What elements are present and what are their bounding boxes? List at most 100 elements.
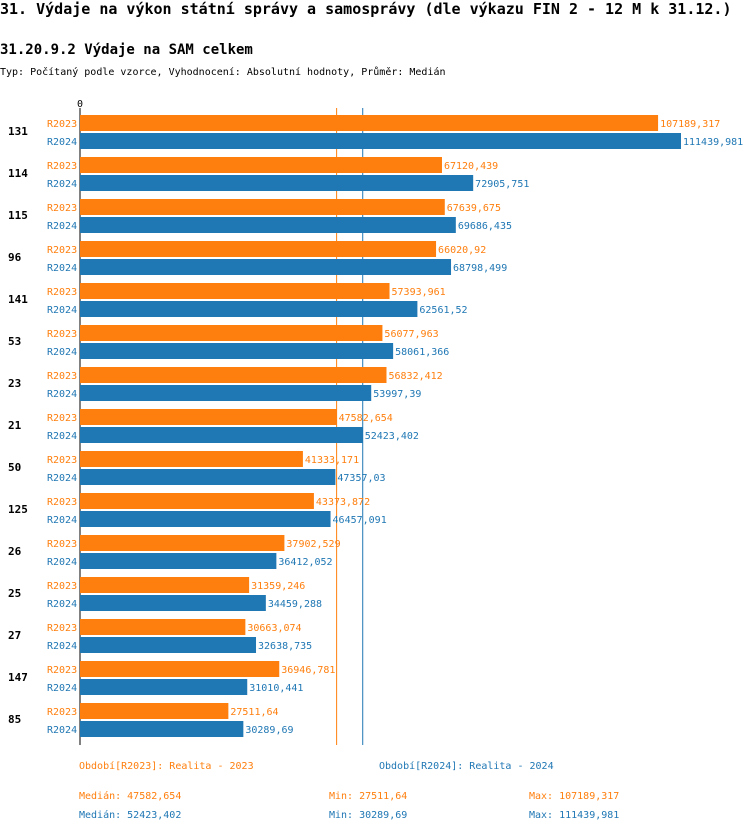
data-label-r2023: 107189,317 [660, 119, 720, 130]
data-label-r2023: 67120,439 [444, 161, 498, 172]
bar-r2023 [80, 115, 659, 131]
series-label-r2023: R2023 [47, 581, 77, 592]
series-label-r2024: R2024 [47, 389, 77, 400]
category-label: 125 [8, 503, 28, 516]
series-label-r2023: R2023 [47, 287, 77, 298]
series-label-r2024: R2024 [47, 263, 77, 274]
axis-zero-label: 0 [77, 99, 83, 110]
series-label-r2023: R2023 [47, 707, 77, 718]
bar-r2024 [80, 175, 474, 191]
bar-r2023 [80, 493, 314, 509]
data-label-r2023: 36946,781 [281, 665, 335, 676]
bar-r2024 [80, 679, 248, 695]
series-label-r2023: R2023 [47, 329, 77, 340]
bar-r2024 [80, 427, 363, 443]
series-label-r2024: R2024 [47, 515, 77, 526]
category-label: 147 [8, 671, 28, 684]
bar-r2024 [80, 217, 456, 233]
data-label-r2023: 67639,675 [447, 203, 501, 214]
category-label: 85 [8, 713, 21, 726]
legend-median-r2024: Medián: 52423,402 [79, 810, 182, 821]
bar-r2023 [80, 703, 229, 719]
data-label-r2023: 43373,872 [316, 497, 370, 508]
category-label: 21 [8, 419, 22, 432]
series-label-r2024: R2024 [47, 599, 77, 610]
data-label-r2024: 62561,52 [419, 305, 467, 316]
data-label-r2023: 27511,64 [230, 707, 278, 718]
series-label-r2023: R2023 [47, 203, 77, 214]
chart-type-description: Typ: Počítaný podle vzorce, Vyhodnocení:… [0, 67, 446, 78]
data-label-r2024: 53997,39 [373, 389, 421, 400]
bar-r2024 [80, 595, 266, 611]
data-label-r2023: 57393,961 [392, 287, 446, 298]
bar-r2023 [80, 325, 383, 341]
data-label-r2024: 31010,441 [249, 683, 303, 694]
series-label-r2023: R2023 [47, 455, 77, 466]
series-label-r2023: R2023 [47, 539, 77, 550]
page-title: 31. Výdaje na výkon státní správy a samo… [0, 0, 732, 18]
bar-r2023 [80, 619, 246, 635]
bar-r2023 [80, 367, 387, 383]
category-label: 115 [8, 209, 28, 222]
series-label-r2023: R2023 [47, 161, 77, 172]
data-label-r2023: 30663,074 [247, 623, 301, 634]
series-label-r2024: R2024 [47, 137, 77, 148]
category-label: 131 [8, 125, 28, 138]
series-label-r2024: R2024 [47, 431, 77, 442]
data-label-r2024: 30289,69 [245, 725, 293, 736]
series-label-r2024: R2024 [47, 557, 77, 568]
category-label: 50 [8, 461, 21, 474]
series-label-r2023: R2023 [47, 413, 77, 424]
bar-r2024 [80, 637, 257, 653]
data-label-r2024: 52423,402 [365, 431, 419, 442]
bar-r2024 [80, 133, 681, 149]
data-label-r2024: 68798,499 [453, 263, 507, 274]
series-label-r2023: R2023 [47, 245, 77, 256]
series-label-r2023: R2023 [47, 497, 77, 508]
legend-min-r2024: Min: 30289,69 [329, 810, 408, 821]
category-label: 53 [8, 335, 21, 348]
category-label: 25 [8, 587, 21, 600]
bar-r2024 [80, 385, 372, 401]
data-label-r2023: 31359,246 [251, 581, 305, 592]
bar-r2023 [80, 661, 280, 677]
bar-r2023 [80, 535, 285, 551]
series-label-r2024: R2024 [47, 473, 77, 484]
data-label-r2023: 41333,171 [305, 455, 359, 466]
data-label-r2023: 56077,963 [384, 329, 438, 340]
legend-period-r2023: Období[R2023]: Realita - 2023 [79, 761, 254, 772]
bar-r2024 [80, 301, 418, 317]
data-label-r2024: 69686,435 [458, 221, 512, 232]
data-label-r2024: 72905,751 [475, 179, 529, 190]
bar-r2023 [80, 409, 337, 425]
series-label-r2024: R2024 [47, 683, 77, 694]
bar-r2023 [80, 451, 303, 467]
bar-r2024 [80, 259, 452, 275]
series-label-r2024: R2024 [47, 305, 77, 316]
legend-min-r2023: Min: 27511,64 [329, 791, 408, 802]
series-label-r2024: R2024 [47, 347, 77, 358]
legend-max-r2023: Max: 107189,317 [529, 791, 620, 802]
legend-max-r2024: Max: 111439,981 [529, 810, 620, 821]
bar-r2023 [80, 157, 442, 173]
bar-r2024 [80, 511, 331, 527]
series-label-r2024: R2024 [47, 179, 77, 190]
chart-subtitle: 31.20.9.2 Výdaje na SAM celkem [0, 42, 253, 58]
bar-r2023 [80, 199, 445, 215]
data-label-r2024: 58061,366 [395, 347, 449, 358]
series-label-r2024: R2024 [47, 641, 77, 652]
series-label-r2023: R2023 [47, 665, 77, 676]
category-label: 141 [8, 293, 28, 306]
category-label: 26 [8, 545, 22, 558]
category-label: 114 [8, 167, 28, 180]
series-label-r2024: R2024 [47, 725, 77, 736]
bar-r2024 [80, 343, 394, 359]
data-label-r2023: 66020,92 [438, 245, 486, 256]
data-label-r2023: 56832,412 [388, 371, 442, 382]
bar-r2024 [80, 553, 277, 569]
data-label-r2024: 36412,052 [278, 557, 332, 568]
data-label-r2024: 46457,091 [333, 515, 387, 526]
data-label-r2024: 32638,735 [258, 641, 312, 652]
bar-r2023 [80, 577, 250, 593]
